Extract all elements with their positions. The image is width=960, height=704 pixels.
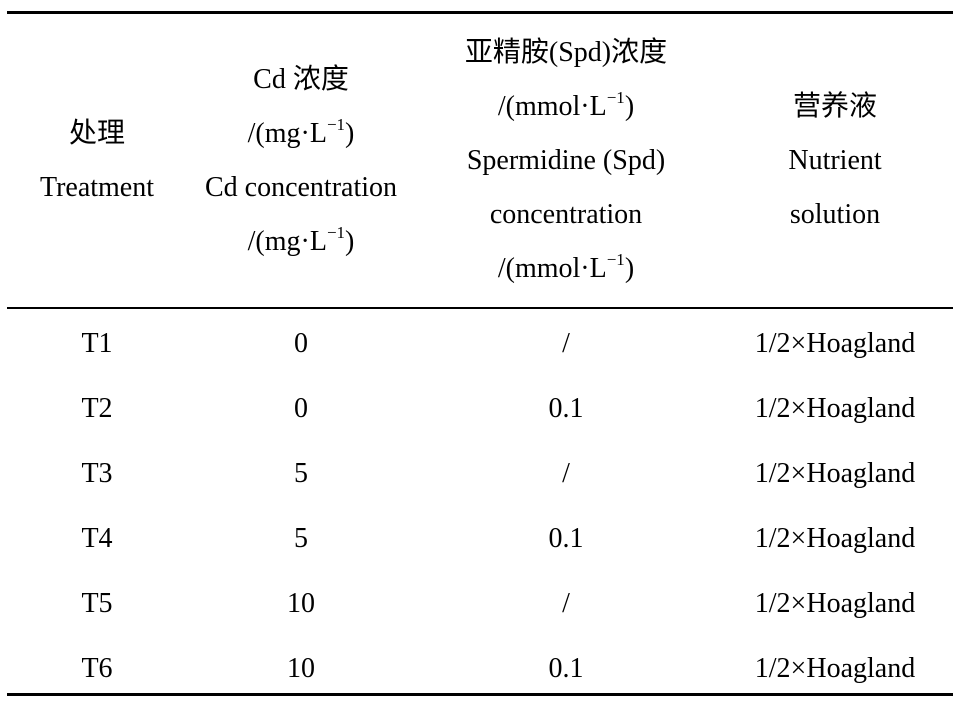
table-header-row: 处理 Treatment Cd 浓度 /(mg·L−1) Cd concentr…: [7, 14, 953, 307]
table-header-rule: [7, 307, 953, 309]
header-cd-cn: Cd 浓度: [253, 63, 349, 95]
table-top-rule: [7, 11, 953, 14]
header-spd-en-1: Spermidine (Spd): [466, 144, 666, 176]
header-nutrient-en-1: Nutrient: [788, 144, 882, 176]
cell-spd: 0.1: [548, 653, 584, 684]
cell-cd: 0: [294, 328, 308, 359]
cell-treatment: T4: [81, 523, 113, 554]
cell-nutrient: 1/2×Hoagland: [754, 523, 916, 554]
cell-spd: 0.1: [548, 523, 584, 554]
cell-cd: 10: [287, 653, 315, 684]
cell-spd: /: [562, 328, 570, 359]
cell-cd: 10: [287, 588, 315, 619]
header-cd-concentration: Cd 浓度 /(mg·L−1) Cd concentration /(mg·L−…: [187, 14, 415, 307]
unit-exponent: −1: [606, 87, 625, 107]
cell-cd: 5: [294, 523, 308, 554]
unit-exponent: −1: [326, 222, 346, 242]
header-spd-unit-cn: /(mmol·L−1): [497, 87, 635, 122]
cell-nutrient: 1/2×Hoagland: [754, 458, 916, 489]
table-row: T2 0 0.1 1/2×Hoagland: [7, 376, 953, 441]
cell-treatment: T1: [81, 328, 113, 359]
table-bottom-rule: [7, 693, 953, 696]
table-row: T5 10 / 1/2×Hoagland: [7, 571, 953, 636]
header-treatment: 处理 Treatment: [7, 14, 187, 307]
cell-nutrient: 1/2×Hoagland: [754, 393, 916, 424]
header-nutrient-cn: 营养液: [792, 90, 877, 122]
header-spd-en-2: concentration: [489, 198, 643, 230]
table-row: T3 5 / 1/2×Hoagland: [7, 441, 953, 506]
treatment-table: 处理 Treatment Cd 浓度 /(mg·L−1) Cd concentr…: [7, 14, 953, 701]
header-spd-concentration: 亚精胺(Spd)浓度 /(mmol·L−1) Spermidine (Spd) …: [415, 14, 717, 307]
unit-exponent: −1: [326, 114, 346, 134]
header-spd-cn: 亚精胺(Spd)浓度: [464, 36, 668, 68]
cell-cd: 0: [294, 393, 308, 424]
header-cd-unit-en: /(mg·L−1): [247, 222, 355, 257]
cell-spd: /: [562, 588, 570, 619]
cell-nutrient: 1/2×Hoagland: [754, 328, 916, 359]
table-row: T1 0 / 1/2×Hoagland: [7, 307, 953, 376]
header-cd-en: Cd concentration: [204, 171, 398, 203]
cell-spd: /: [562, 458, 570, 489]
cell-nutrient: 1/2×Hoagland: [754, 588, 916, 619]
cell-treatment: T5: [81, 588, 113, 619]
cell-nutrient: 1/2×Hoagland: [754, 653, 916, 684]
cell-cd: 5: [294, 458, 308, 489]
header-treatment-en: Treatment: [39, 171, 155, 203]
cell-treatment: T6: [81, 653, 113, 684]
header-nutrient-en-2: solution: [789, 198, 881, 230]
cell-treatment: T2: [81, 393, 113, 424]
table-row: T4 5 0.1 1/2×Hoagland: [7, 506, 953, 571]
header-treatment-cn: 处理: [68, 117, 125, 149]
header-cd-unit-cn: /(mg·L−1): [247, 114, 355, 149]
header-spd-unit-en: /(mmol·L−1): [497, 249, 635, 284]
header-nutrient-solution: 营养液 Nutrient solution: [717, 14, 953, 307]
cell-spd: 0.1: [548, 393, 584, 424]
cell-treatment: T3: [81, 458, 113, 489]
table-row: T6 10 0.1 1/2×Hoagland: [7, 636, 953, 701]
unit-exponent: −1: [606, 249, 625, 269]
